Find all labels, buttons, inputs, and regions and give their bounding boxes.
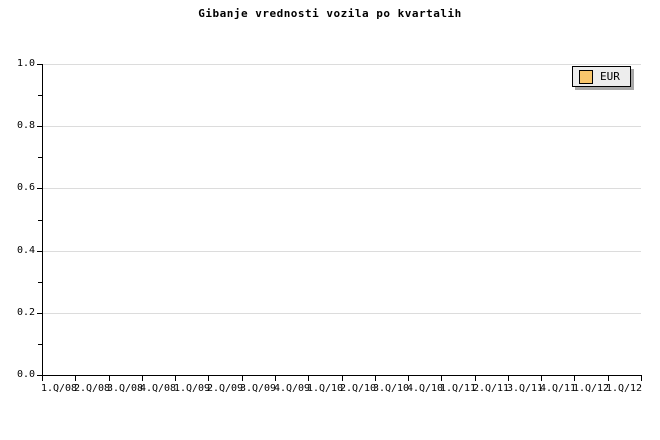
x-category-label: 4.Q/10	[406, 383, 444, 394]
y-tick-major	[37, 313, 42, 314]
legend-label: EUR	[600, 70, 620, 83]
x-category-label: 2.Q/08	[73, 383, 111, 394]
y-gridline	[42, 64, 641, 65]
x-category-label: 1.Q/09	[173, 383, 211, 394]
x-category-label: 4.Q/08	[139, 383, 177, 394]
x-category-label: 1.Q/12	[572, 383, 610, 394]
x-tick	[308, 376, 309, 381]
x-tick	[508, 376, 509, 381]
x-category-label: 1.Q/12	[605, 383, 643, 394]
y-tick-label: 0.2	[16, 307, 35, 318]
x-category-label: 1.Q/08	[40, 383, 78, 394]
x-category-label: 3.Q/10	[372, 383, 410, 394]
y-tick-major	[37, 126, 42, 127]
x-category-label: 2.Q/11	[472, 383, 510, 394]
x-tick	[175, 376, 176, 381]
x-tick	[342, 376, 343, 381]
y-tick-minor	[38, 95, 42, 96]
x-tick	[109, 376, 110, 381]
y-tick-label: 1.0	[16, 58, 35, 69]
x-category-label: 1.Q/10	[306, 383, 344, 394]
x-tick	[42, 376, 43, 381]
y-tick-minor	[38, 344, 42, 345]
y-tick-minor	[38, 157, 42, 158]
x-category-label: 3.Q/08	[106, 383, 144, 394]
y-gridline	[42, 126, 641, 127]
x-tick	[475, 376, 476, 381]
x-category-label: 3.Q/09	[239, 383, 277, 394]
x-category-label: 1.Q/11	[439, 383, 477, 394]
y-gridline	[42, 313, 641, 314]
x-tick	[541, 376, 542, 381]
x-tick	[641, 376, 642, 381]
y-gridline	[42, 188, 641, 189]
x-tick	[375, 376, 376, 381]
x-tick	[242, 376, 243, 381]
chart-title: Gibanje vrednosti vozila po kvartalih	[198, 7, 462, 20]
x-tick	[142, 376, 143, 381]
y-tick-minor	[38, 282, 42, 283]
y-tick-label: 0.4	[16, 245, 35, 256]
x-tick	[408, 376, 409, 381]
x-tick	[608, 376, 609, 381]
y-tick-label: 0.8	[16, 120, 35, 131]
y-tick-major	[37, 64, 42, 65]
plot-area	[42, 64, 642, 376]
x-tick	[574, 376, 575, 381]
y-gridline	[42, 251, 641, 252]
x-tick	[275, 376, 276, 381]
x-tick	[441, 376, 442, 381]
y-tick-major	[37, 188, 42, 189]
y-tick-minor	[38, 220, 42, 221]
legend: EUR	[572, 66, 631, 87]
y-tick-major	[37, 375, 42, 376]
y-tick-major	[37, 251, 42, 252]
y-tick-label: 0.6	[16, 182, 35, 193]
x-category-label: 3.Q/11	[506, 383, 544, 394]
x-category-label: 4.Q/11	[539, 383, 577, 394]
legend-swatch-icon	[579, 69, 593, 84]
y-tick-label: 0.0	[16, 369, 35, 380]
x-category-label: 4.Q/09	[273, 383, 311, 394]
x-category-label: 2.Q/10	[339, 383, 377, 394]
x-category-label: 2.Q/09	[206, 383, 244, 394]
x-tick	[208, 376, 209, 381]
x-tick	[75, 376, 76, 381]
